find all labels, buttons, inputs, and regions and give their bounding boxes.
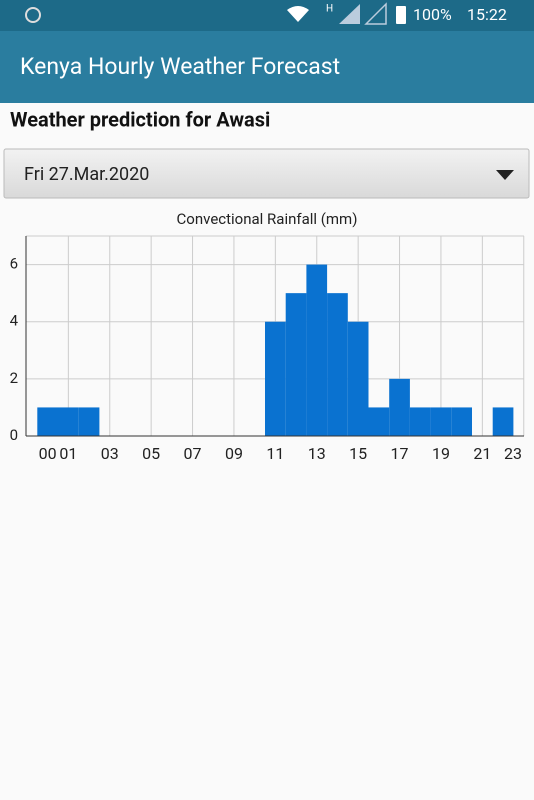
y-tick-label: 4 [10,312,19,330]
notification-icon [25,7,41,23]
x-tick-label: 09 [225,444,243,463]
chart-title: Convectional Rainfall (mm) [177,210,358,228]
dropdown-box[interactable] [3,148,530,199]
x-tick-label: 05 [142,444,160,463]
app-title: Kenya Hourly Weather Forecast [20,53,340,80]
bar [327,293,348,436]
battery-icon [396,6,406,24]
signal-icon-2 [364,2,387,25]
app-bar [0,31,534,103]
network-type: H [326,4,333,15]
bar [368,407,390,436]
x-tick-label: 01 [59,444,77,463]
battery-level: 100% [413,5,452,24]
bar [78,407,100,436]
x-tick-label: 13 [308,444,326,463]
wifi-icon [287,6,309,22]
y-tick-label: 0 [10,426,18,444]
bar [430,407,452,436]
y-tick-label: 6 [10,255,18,273]
dropdown-arrow[interactable] [496,170,514,180]
x-tick-label: 15 [349,444,367,463]
x-tick-label: 19 [432,444,450,463]
status-bar [0,0,534,31]
signal-icon [339,4,360,24]
x-tick-label: 00 [39,444,57,463]
bar [37,407,58,436]
bar [347,321,369,436]
x-tick-label: 17 [391,444,409,463]
bar [285,293,307,436]
date-dropdown[interactable]: Fri 27.Mar.2020 [3,148,530,199]
clock: 15:22 [467,5,507,24]
x-tick-label: 23 [504,444,522,463]
x-tick-label: 03 [101,444,119,463]
bar [306,264,328,436]
x-tick-label: 07 [184,444,202,463]
bar [58,407,79,436]
y-tick-label: 2 [10,369,18,387]
x-tick-label: 11 [266,444,284,463]
bar [389,378,410,436]
bar [492,407,514,436]
bar [451,407,472,436]
dropdown-value[interactable]: Fri 27.Mar.2020 [24,164,149,185]
bar [265,321,286,436]
heading: Weather prediction for Awasi [10,107,270,131]
bar [409,407,431,436]
x-tick-label: 21 [473,444,491,463]
